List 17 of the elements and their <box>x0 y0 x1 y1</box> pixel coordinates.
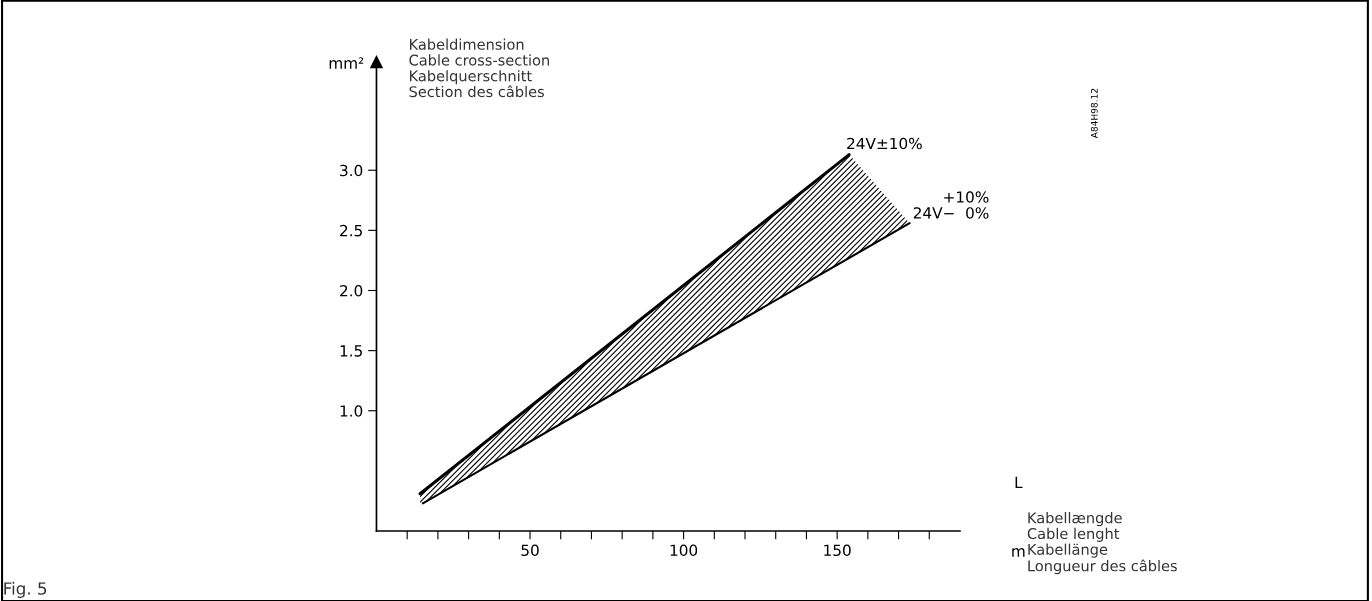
text: m <box>1012 548 1025 557</box>
series-label: +10% 24V− 0% <box>913 191 989 219</box>
y-tick-label: 2.0 <box>340 284 363 297</box>
text: A84H98.12 <box>1090 88 1098 139</box>
y-axis-title: mm² <box>329 57 364 69</box>
y-tick-label: 1.0 <box>340 405 363 417</box>
series-label: 24V±10% <box>847 137 922 150</box>
x-axis-title: L <box>1015 476 1023 488</box>
y-tick-label: 2.5 <box>340 224 362 237</box>
y-tick-label: 1.5 <box>340 345 362 357</box>
x-tick-label: 150 <box>824 544 851 556</box>
caption: Fig. 5 <box>4 581 47 598</box>
x-tick-label: 100 <box>670 544 698 556</box>
y-tick-label: 3.0 <box>340 164 363 177</box>
text: Kabellængde Cable lenght Kabellänge Longueur des câbles <box>1027 512 1177 575</box>
annotation: Kabeldimension Cable cross-section Kabelquerschnitt Section des câbles <box>409 38 549 98</box>
x-tick-label: 50 <box>521 544 539 556</box>
